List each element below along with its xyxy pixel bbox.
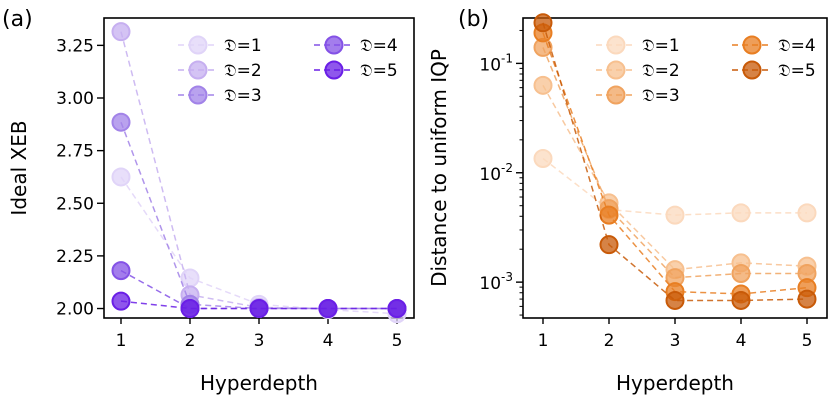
data-point <box>111 112 131 132</box>
series-line <box>542 47 807 279</box>
legend: 𝔇=1 𝔇=2 𝔇=3 𝔇=4 𝔇=5 <box>596 35 816 106</box>
legend-entry-2: 𝔇=2 <box>178 60 262 81</box>
series-line <box>542 84 808 271</box>
panel-label: (b) <box>458 7 489 32</box>
series-5 <box>533 13 817 310</box>
y-axis-label: Distance to uniform IQP <box>427 49 451 287</box>
data-point <box>665 205 685 225</box>
legend-label: 𝔇=3 <box>642 86 680 106</box>
x-tick-label: 2 <box>604 331 615 351</box>
y-axis-label: Ideal XEB <box>7 120 31 215</box>
legend-entry-4: 𝔇=4 <box>314 35 398 56</box>
x-tick-label: 3 <box>254 331 265 351</box>
panel-label: (a) <box>2 7 33 32</box>
y-tick-label: 2.25 <box>56 247 94 267</box>
legend-label: 𝔇=2 <box>224 61 262 81</box>
x-tick-label: 2 <box>185 331 196 351</box>
panel-a: 1 2 3 4 5 2.00 2.25 2.50 2.75 3.00 3.25 Hyperdepth I… <box>2 7 415 395</box>
series-line <box>542 22 808 302</box>
legend-entry-1: 𝔇=1 <box>596 35 680 56</box>
legend-marker <box>742 35 762 55</box>
legend-marker <box>606 35 626 55</box>
y-tick-label: 10-1 <box>479 51 513 75</box>
panel-b: 1 2 3 4 5 10-3 10-2 10-1 Hyperdepth Distance to u… <box>427 7 828 395</box>
legend-entry-1: 𝔇=1 <box>178 35 262 56</box>
legend-entry-3: 𝔇=3 <box>178 85 262 106</box>
x-tick-label: 5 <box>802 331 813 351</box>
data-point <box>797 289 817 309</box>
series-line <box>542 157 807 216</box>
y-tick-label: 10-2 <box>479 161 513 185</box>
data-point <box>249 299 269 319</box>
data-point <box>533 13 553 33</box>
legend-label: 𝔇=4 <box>778 36 816 56</box>
data-point <box>533 149 553 169</box>
legend-label: 𝔇=4 <box>360 36 398 56</box>
data-point <box>797 203 817 223</box>
x-tick-label: 3 <box>670 331 681 351</box>
legend-entry-3: 𝔇=3 <box>596 85 680 106</box>
data-point <box>180 299 200 319</box>
legend-label: 𝔇=5 <box>778 61 816 81</box>
legend-label: 𝔇=5 <box>360 61 398 81</box>
y-tick-label: 3.00 <box>56 89 94 109</box>
legend-entry-5: 𝔇=5 <box>732 60 816 81</box>
series-1 <box>533 149 817 225</box>
y-tick-label: 2.50 <box>56 194 94 214</box>
legend-label: 𝔇=2 <box>642 61 680 81</box>
legend-label: 𝔇=3 <box>224 86 262 106</box>
series-5 <box>111 291 407 319</box>
y-tick-label: 2.75 <box>56 142 94 162</box>
legend-marker <box>324 35 344 55</box>
data-point <box>665 290 685 310</box>
data-point <box>533 75 553 95</box>
legend-marker <box>188 35 208 55</box>
data-point <box>731 263 751 283</box>
series-line <box>120 300 397 310</box>
series-line <box>120 176 398 315</box>
data-point <box>111 261 131 281</box>
data-point <box>731 203 751 223</box>
data-point <box>180 268 200 288</box>
series-3 <box>111 112 407 319</box>
legend-marker <box>606 60 626 80</box>
data-point <box>599 205 619 225</box>
data-point <box>731 290 751 310</box>
legend-marker <box>188 60 208 80</box>
data-point <box>318 299 338 319</box>
legend-marker <box>188 85 208 105</box>
x-axis-label: Hyperdepth <box>200 371 318 395</box>
data-point <box>387 299 407 319</box>
x-tick-label: 4 <box>736 331 747 351</box>
series-line <box>120 269 397 310</box>
legend-marker <box>606 85 626 105</box>
legend-label: 𝔇=1 <box>642 36 680 56</box>
x-tick-label: 4 <box>323 331 334 351</box>
legend-label: 𝔇=1 <box>224 36 262 56</box>
legend-marker <box>742 60 762 80</box>
legend-entry-4: 𝔇=4 <box>732 35 816 56</box>
data-point <box>599 235 619 255</box>
x-axis-label: Hyperdepth <box>616 371 734 395</box>
x-tick-label: 1 <box>116 331 127 351</box>
data-point <box>111 291 131 311</box>
data-point <box>111 167 131 187</box>
legend: 𝔇=1 𝔇=2 𝔇=3 𝔇=4 𝔇=5 <box>178 35 398 106</box>
x-tick-label: 5 <box>392 331 403 351</box>
y-tick-label: 2.00 <box>56 300 94 320</box>
series-line <box>120 121 397 310</box>
data-point <box>111 22 131 42</box>
legend-entry-2: 𝔇=2 <box>596 60 680 81</box>
y-tick-label: 3.25 <box>56 36 94 56</box>
series-2 <box>533 75 817 280</box>
x-tick-label: 1 <box>538 331 549 351</box>
y-tick-label: 10-3 <box>479 270 513 294</box>
legend-marker <box>324 60 344 80</box>
legend-entry-5: 𝔇=5 <box>314 60 398 81</box>
